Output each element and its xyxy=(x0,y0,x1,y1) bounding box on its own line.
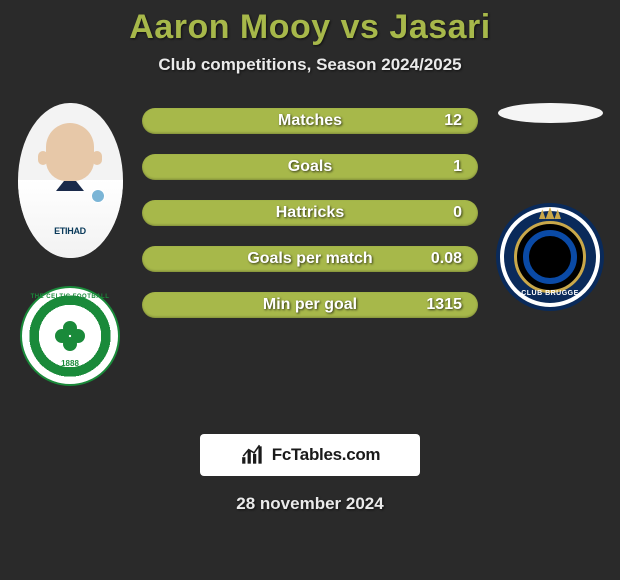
clover-icon xyxy=(55,321,85,351)
jersey-sponsor-text: ETIHAD xyxy=(54,226,86,236)
stat-bar-goals: Goals 1 xyxy=(142,154,478,180)
stat-value: 0 xyxy=(453,204,462,222)
stat-bar-matches: Matches 12 xyxy=(142,108,478,134)
comparison-card: Aaron Mooy vs Jasari Club competitions, … xyxy=(0,0,620,514)
stat-value: 0.08 xyxy=(431,250,462,268)
stat-bar-goals-per-match: Goals per match 0.08 xyxy=(142,246,478,272)
crown-icon xyxy=(539,207,561,219)
page-title: Aaron Mooy vs Jasari xyxy=(0,8,620,47)
player-portrait-right-placeholder xyxy=(498,103,603,123)
celtic-ring-text: THE CELTIC FOOTBALL CLUB xyxy=(22,294,118,306)
club-crest-brugge: CLUB BRUGGE xyxy=(500,207,600,307)
celtic-year: 1888 xyxy=(22,359,118,368)
stat-label: Matches xyxy=(278,112,342,130)
main-row: ETIHAD THE CELTIC FOOTBALL CLUB 1888 Mat… xyxy=(0,103,620,386)
stat-bar-hattricks: Hattricks 0 xyxy=(142,200,478,226)
brand-badge: FcTables.com xyxy=(200,434,420,476)
right-player-column: CLUB BRUGGE xyxy=(490,103,610,307)
stat-label: Goals per match xyxy=(247,250,372,268)
stat-label: Goals xyxy=(288,158,332,176)
bar-chart-icon xyxy=(240,444,266,466)
brand-text: FcTables.com xyxy=(272,445,381,465)
stat-bar-min-per-goal: Min per goal 1315 xyxy=(142,292,478,318)
stat-value: 1315 xyxy=(426,296,462,314)
stat-label: Min per goal xyxy=(263,296,357,314)
left-player-column: ETIHAD THE CELTIC FOOTBALL CLUB 1888 xyxy=(10,103,130,386)
generated-date: 28 november 2024 xyxy=(236,494,383,514)
stat-value: 1 xyxy=(453,158,462,176)
player-portrait-left: ETIHAD xyxy=(18,103,123,258)
page-subtitle: Club competitions, Season 2024/2025 xyxy=(0,55,620,75)
stat-value: 12 xyxy=(444,112,462,130)
stats-column: Matches 12 Goals 1 Hattricks 0 Goals per… xyxy=(130,103,490,318)
brugge-arc-text: CLUB BRUGGE xyxy=(504,290,596,297)
stat-label: Hattricks xyxy=(276,204,344,222)
club-crest-celtic: THE CELTIC FOOTBALL CLUB 1888 xyxy=(20,286,120,386)
footer: FcTables.com 28 november 2024 xyxy=(0,434,620,514)
